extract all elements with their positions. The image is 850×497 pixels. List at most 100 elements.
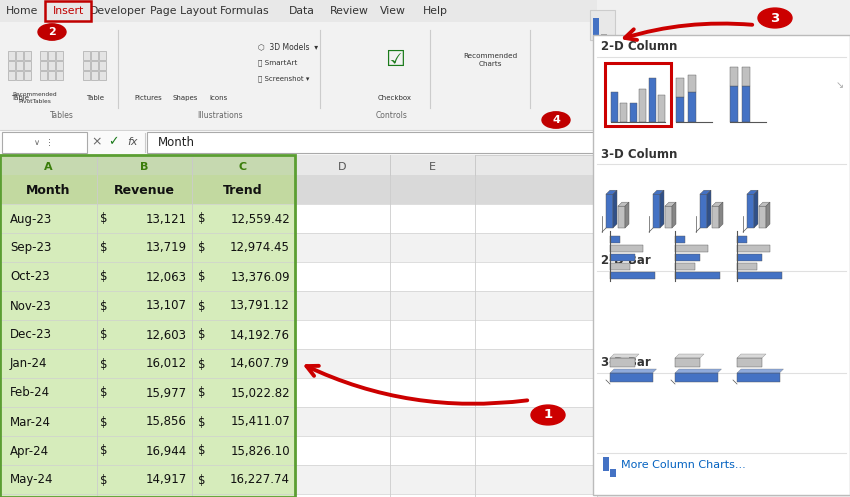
Text: 12,974.45: 12,974.45 — [230, 242, 290, 254]
Text: 15,022.82: 15,022.82 — [230, 387, 290, 400]
Text: 3: 3 — [770, 11, 779, 24]
Bar — [610, 236, 620, 243]
Text: $: $ — [100, 329, 107, 341]
Text: ☑: ☑ — [385, 50, 405, 70]
Text: Data: Data — [289, 6, 315, 16]
Bar — [0, 349, 295, 378]
Text: 14,917: 14,917 — [145, 474, 187, 487]
Text: Icons: Icons — [209, 95, 227, 101]
Text: $: $ — [198, 357, 206, 370]
Bar — [0, 291, 597, 320]
Text: 14,607.79: 14,607.79 — [230, 357, 290, 370]
Text: May-24: May-24 — [10, 474, 54, 487]
Text: $: $ — [100, 300, 107, 313]
Polygon shape — [737, 354, 766, 358]
Polygon shape — [700, 190, 711, 194]
Bar — [675, 263, 695, 270]
Bar — [192, 155, 295, 175]
Bar — [8, 51, 15, 60]
Text: Month: Month — [158, 136, 195, 149]
Bar — [742, 86, 750, 122]
Text: $: $ — [198, 415, 206, 428]
Text: Tables: Tables — [50, 110, 74, 119]
Text: Illustrations: Illustrations — [197, 110, 243, 119]
Bar — [0, 494, 597, 497]
Polygon shape — [665, 202, 676, 206]
Bar — [0, 233, 597, 262]
Text: 🔷 SmartArt: 🔷 SmartArt — [258, 60, 297, 66]
Bar — [16, 61, 23, 70]
Bar — [676, 97, 684, 122]
Bar — [295, 155, 390, 175]
Text: 3-D Bar: 3-D Bar — [601, 356, 651, 369]
Bar — [610, 263, 630, 270]
Bar — [0, 262, 597, 291]
Bar — [649, 78, 656, 122]
Text: ✓: ✓ — [108, 136, 118, 149]
Text: 16,944: 16,944 — [145, 444, 187, 458]
Text: Home: Home — [6, 6, 38, 16]
Text: 13,719: 13,719 — [146, 242, 187, 254]
Bar — [99, 51, 106, 60]
Bar — [630, 103, 637, 122]
Text: $: $ — [198, 300, 206, 313]
Bar — [618, 206, 625, 228]
Bar — [0, 378, 597, 407]
Text: 15,411.07: 15,411.07 — [230, 415, 290, 428]
Bar — [601, 34, 607, 46]
Bar — [91, 51, 98, 60]
Text: Checkbox: Checkbox — [378, 95, 412, 101]
Polygon shape — [747, 190, 758, 194]
Bar — [610, 272, 655, 279]
Bar — [0, 175, 597, 204]
Polygon shape — [610, 369, 656, 373]
Bar — [737, 236, 747, 243]
Text: 13,107: 13,107 — [146, 300, 187, 313]
Bar — [675, 245, 707, 252]
Text: Formulas: Formulas — [220, 6, 269, 16]
Bar — [83, 61, 90, 70]
Bar — [99, 61, 106, 70]
Bar — [611, 92, 618, 122]
Bar — [0, 0, 597, 22]
Text: Aug-23: Aug-23 — [10, 213, 52, 226]
Bar — [688, 75, 696, 92]
Text: 15,826.10: 15,826.10 — [230, 444, 290, 458]
Text: Review: Review — [330, 6, 368, 16]
Text: $: $ — [100, 270, 107, 283]
Text: ×: × — [92, 136, 102, 149]
Circle shape — [531, 405, 565, 425]
Bar — [48, 71, 55, 80]
Text: 4: 4 — [552, 115, 560, 125]
Text: $: $ — [198, 242, 206, 254]
Text: $: $ — [198, 444, 206, 458]
Bar — [730, 86, 738, 122]
Bar — [737, 263, 757, 270]
Text: 12,559.42: 12,559.42 — [230, 213, 290, 226]
Text: Recommended
Charts: Recommended Charts — [463, 53, 517, 67]
Polygon shape — [618, 202, 629, 206]
Text: D: D — [337, 162, 346, 172]
Text: $: $ — [100, 213, 107, 226]
Polygon shape — [707, 190, 711, 228]
Bar — [737, 272, 782, 279]
Text: ↘: ↘ — [836, 80, 844, 90]
Text: Help: Help — [422, 6, 447, 16]
Text: View: View — [380, 6, 406, 16]
Text: E: E — [428, 162, 435, 172]
Text: 14,192.76: 14,192.76 — [230, 329, 290, 341]
Bar — [742, 67, 750, 86]
Text: Jan-24: Jan-24 — [10, 357, 48, 370]
Bar — [603, 457, 609, 471]
Bar — [593, 18, 599, 38]
Bar — [737, 254, 762, 261]
Polygon shape — [672, 202, 676, 228]
Bar — [40, 51, 47, 60]
Text: Mar-24: Mar-24 — [10, 415, 51, 428]
Bar — [747, 194, 754, 228]
Bar — [658, 94, 665, 122]
Text: $: $ — [100, 242, 107, 254]
Text: 16,012: 16,012 — [146, 357, 187, 370]
Bar — [0, 204, 597, 233]
Text: 15,977: 15,977 — [146, 387, 187, 400]
